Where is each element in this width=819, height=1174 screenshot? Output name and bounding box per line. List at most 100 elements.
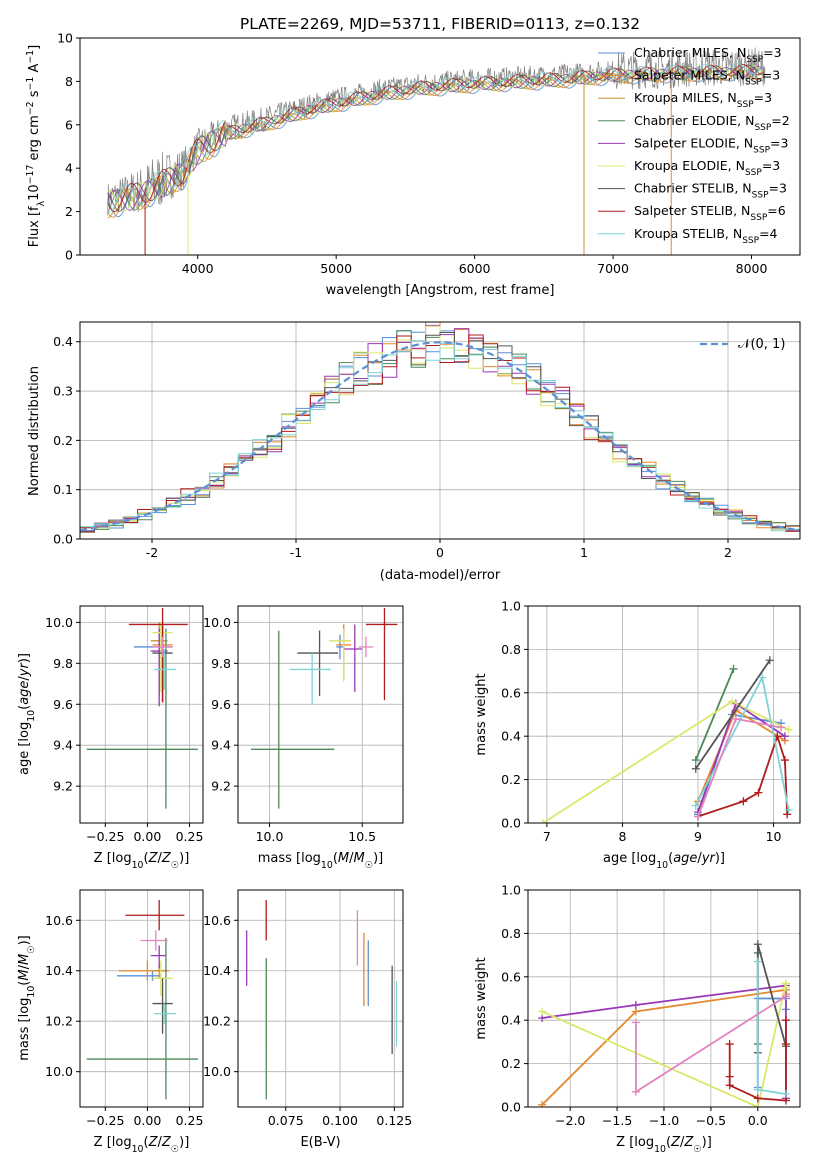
x-tick-label: 8000 xyxy=(736,261,768,276)
axes-frame xyxy=(79,605,204,824)
spectrum-data xyxy=(107,47,766,255)
y-tick-label: 0.2 xyxy=(501,772,521,787)
weight-marker xyxy=(631,1018,640,1027)
weight-marker xyxy=(758,673,767,682)
mass-vs-extinction-panel-data xyxy=(246,900,398,1100)
y-tick-label: 10 xyxy=(57,31,73,46)
spectrum-panel: 4000 5000 6000 7000 8000 0 2 4 6 8 10 Chabrier MILE… xyxy=(25,31,801,298)
legend-entry: Chabrier ELODIE, NSSP=2 xyxy=(634,113,790,133)
weight-marker xyxy=(781,983,790,992)
x-tick-label: 0.00 xyxy=(133,1113,161,1128)
weight-marker xyxy=(784,805,793,814)
y-tick-label: 9.6 xyxy=(211,697,231,712)
x-tick-label: 6000 xyxy=(459,261,491,276)
x-tick-label: 10.0 xyxy=(256,829,284,844)
x-tick-label: −2.0 xyxy=(555,1113,585,1128)
axes-frame xyxy=(79,37,801,256)
y-tick-label: 9.6 xyxy=(53,697,73,712)
x-tick-label: 0.0 xyxy=(748,1113,768,1128)
x-axis-label: age [log10(age/yr)] xyxy=(603,851,725,871)
x-tick-label: −0.25 xyxy=(86,829,124,844)
x-axis-label: E(B-V) xyxy=(300,1135,340,1150)
weight-marker xyxy=(765,656,774,665)
weight-marker xyxy=(728,697,736,706)
weight-marker xyxy=(753,940,762,949)
y-tick-label: 10.6 xyxy=(45,913,73,928)
y-tick-label: 0.4 xyxy=(53,334,73,349)
mass-weight-vs-age-panel: 7 8 9 10 0.0 0.2 0.4 0.6 0.8 1.0 age [log10(age/yr… xyxy=(474,599,801,871)
y-tick-label: 10.2 xyxy=(45,1014,73,1029)
x-tick-label: 0.00 xyxy=(133,829,161,844)
x-tick-label: 2 xyxy=(724,545,732,560)
weight-marker xyxy=(753,957,762,966)
x-tick-label: -2 xyxy=(146,545,158,560)
y-tick-label: 0.3 xyxy=(53,384,73,399)
y-tick-label: 9.4 xyxy=(211,738,231,753)
weight-marker xyxy=(777,723,786,732)
y-axis-label: mass weight xyxy=(474,673,489,755)
y-axis-label: Normed distribution xyxy=(27,366,42,496)
weight-marker xyxy=(538,1100,547,1107)
x-tick-label: 0.125 xyxy=(376,1113,412,1128)
legend-entry: Kroupa STELIB, NSSP=4 xyxy=(634,226,778,246)
x-tick-label: −1.5 xyxy=(602,1113,632,1128)
weight-marker xyxy=(753,1103,762,1107)
x-tick-label: −1.0 xyxy=(649,1113,679,1128)
weight-marker xyxy=(739,797,748,806)
x-axis-label: (data-model)/error xyxy=(380,568,501,583)
y-tick-label: 8 xyxy=(65,74,73,89)
y-tick-label: 0.4 xyxy=(501,729,521,744)
y-tick-label: 10.6 xyxy=(203,913,231,928)
x-axis-label: Z [log10(Z/Z☉)] xyxy=(616,1135,712,1155)
weight-line xyxy=(694,674,790,811)
legend-entry: Salpeter MILES, NSSP=3 xyxy=(634,68,780,88)
y-tick-label: 10.4 xyxy=(203,963,231,978)
weight-line xyxy=(694,659,771,770)
y-tick-label: 10.0 xyxy=(45,1064,73,1079)
y-axis-label: Flux [fλ10−17 erg cm−2 s−1 A−1] xyxy=(25,45,47,247)
x-tick-label: -1 xyxy=(290,545,302,560)
y-tick-label: 9.2 xyxy=(211,779,231,794)
y-tick-label: 4 xyxy=(65,161,73,176)
mass-weight-vs-metallicity-panel: −2.0 −1.5 −1.0 −0.5 0.0 0.0 0.2 0.4 0.6 0.8 1.0 Z [… xyxy=(474,883,801,1155)
y-tick-label: 1.0 xyxy=(501,599,521,614)
weight-marker xyxy=(539,819,548,823)
axes-frame xyxy=(237,889,404,1108)
weight-marker xyxy=(784,725,793,734)
x-tick-label: 0.100 xyxy=(322,1113,358,1128)
mass-weight-vs-age-panel-data xyxy=(539,656,793,823)
y-tick-label: 0.6 xyxy=(501,969,521,984)
weight-marker xyxy=(694,812,702,821)
age-vs-metallicity-panel: −0.25 0.00 0.25 9.2 9.4 9.6 9.8 10.0 Z [log10(Z/… xyxy=(17,605,204,871)
y-tick-label: 0 xyxy=(65,248,73,263)
normal-reference-curve xyxy=(80,341,800,532)
mass-vs-metallicity-panel: −0.25 0.00 0.25 10.0 10.2 10.4 10.6 Z [log10(Z/… xyxy=(17,889,204,1155)
x-tick-label: 5000 xyxy=(320,261,352,276)
model-spectrum xyxy=(107,69,764,218)
weight-line xyxy=(697,733,789,818)
x-tick-label: 1 xyxy=(580,545,588,560)
model-spectrum xyxy=(107,66,764,213)
axes-frame xyxy=(527,889,801,1108)
y-tick-label: 0.0 xyxy=(501,1100,521,1115)
y-tick-label: 9.2 xyxy=(53,779,73,794)
axes-frame xyxy=(527,605,801,824)
mass-vs-extinction-panel: 0.075 0.100 0.125 10.0 10.2 10.4 10.6 E(B-V) xyxy=(203,889,412,1150)
y-tick-label: 2 xyxy=(65,204,73,219)
model-spectrum xyxy=(107,63,764,213)
y-tick-label: 0.8 xyxy=(501,642,521,657)
weight-marker xyxy=(691,764,700,773)
weight-marker xyxy=(783,810,792,819)
weight-marker xyxy=(781,1016,790,1025)
spectrum-title: PLATE=2269, MJD=53711, FIBERID=0113, z=0… xyxy=(240,15,640,33)
weight-marker xyxy=(780,732,789,741)
axes-frame xyxy=(237,605,404,824)
x-tick-label: 8 xyxy=(618,829,626,844)
weight-marker xyxy=(731,714,740,723)
legend-entry: Salpeter ELODIE, NSSP=3 xyxy=(634,135,788,155)
y-axis-label: age [log10(age/yr)] xyxy=(17,653,37,775)
y-tick-label: 0.0 xyxy=(53,532,73,547)
y-tick-label: 0.4 xyxy=(501,1013,521,1028)
x-tick-label: −0.5 xyxy=(696,1113,726,1128)
